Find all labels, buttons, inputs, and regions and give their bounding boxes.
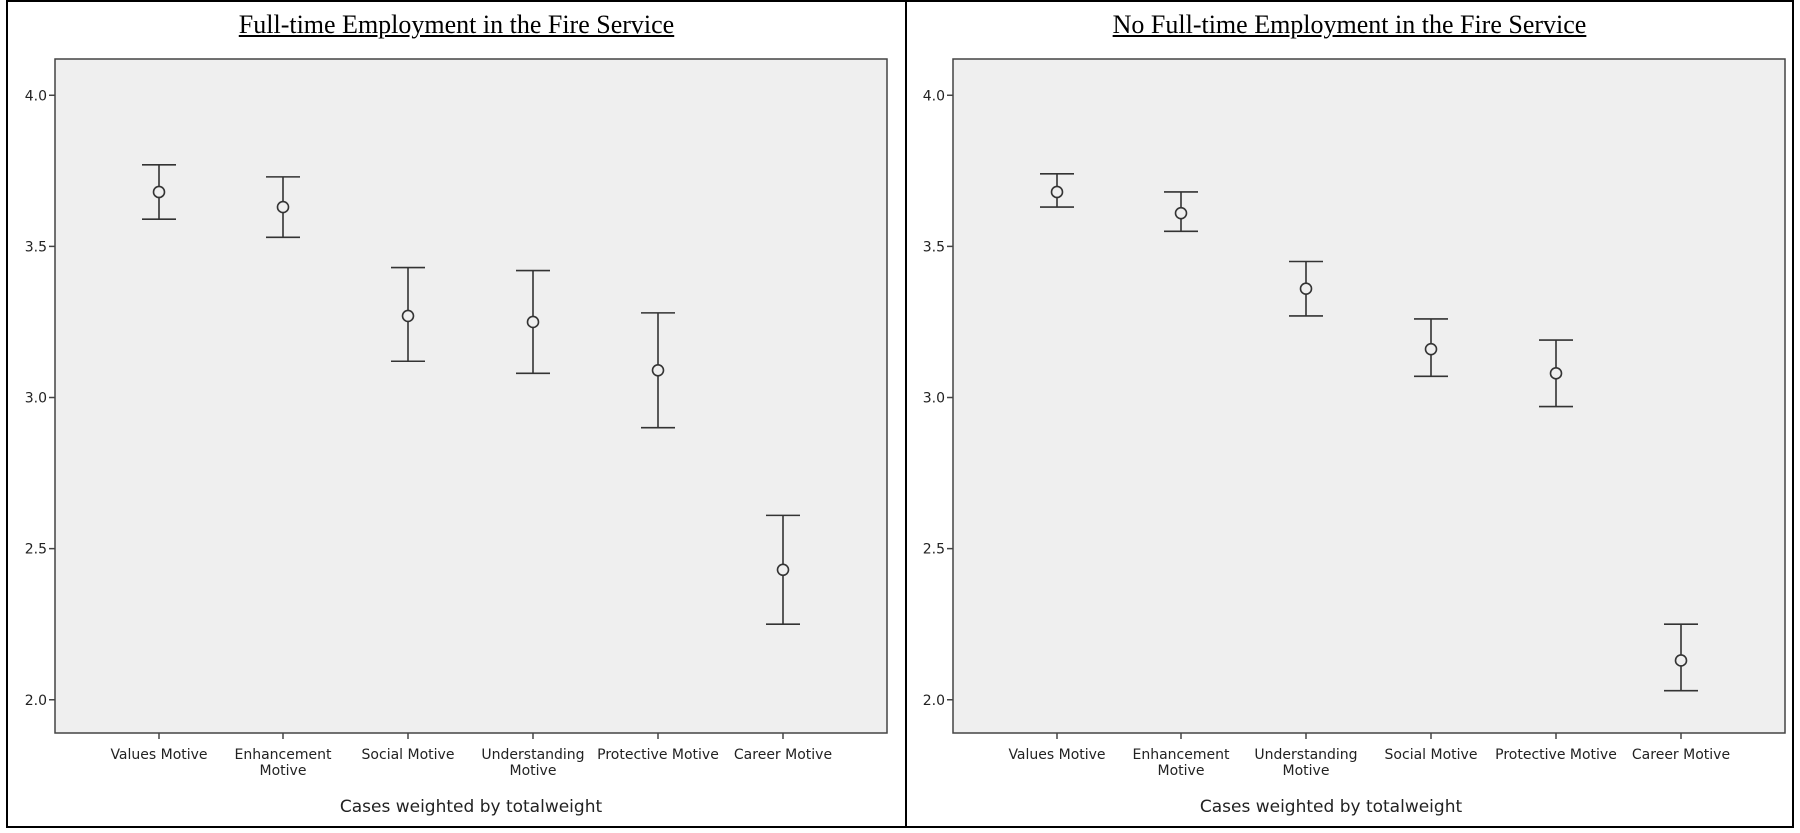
panel-title-left: Full-time Employment in the Fire Service bbox=[238, 10, 675, 39]
y-tick-label: 3.0 bbox=[25, 391, 47, 407]
panel-title-right: No Full-time Employment in the Fire Serv… bbox=[1112, 10, 1587, 39]
x-tick-label: Enhancement Motive bbox=[235, 747, 332, 779]
x-tick-label: Protective Motive bbox=[597, 747, 719, 763]
y-tick-label: 4.0 bbox=[25, 88, 47, 104]
panel-divider bbox=[905, 0, 907, 828]
mean-marker bbox=[276, 200, 290, 214]
x-tick-label: Understanding Motive bbox=[481, 747, 584, 779]
mean-marker bbox=[152, 185, 166, 199]
mean-marker bbox=[526, 315, 540, 329]
plot-area bbox=[54, 58, 888, 734]
figure-frame bbox=[6, 0, 1794, 828]
x-tick-label: Career Motive bbox=[734, 747, 832, 763]
mean-marker bbox=[401, 309, 415, 323]
x-tick-label: Social Motive bbox=[362, 747, 455, 763]
mean-marker bbox=[776, 563, 790, 577]
x-tick-label: Values Motive bbox=[110, 747, 207, 763]
chart-footnote: Cases weighted by totalweight bbox=[340, 797, 603, 817]
mean-marker bbox=[651, 364, 665, 377]
y-tick-label: 3.5 bbox=[25, 239, 47, 255]
y-tick-label: 2.5 bbox=[25, 542, 47, 558]
y-tick-label: 2.0 bbox=[25, 693, 47, 709]
